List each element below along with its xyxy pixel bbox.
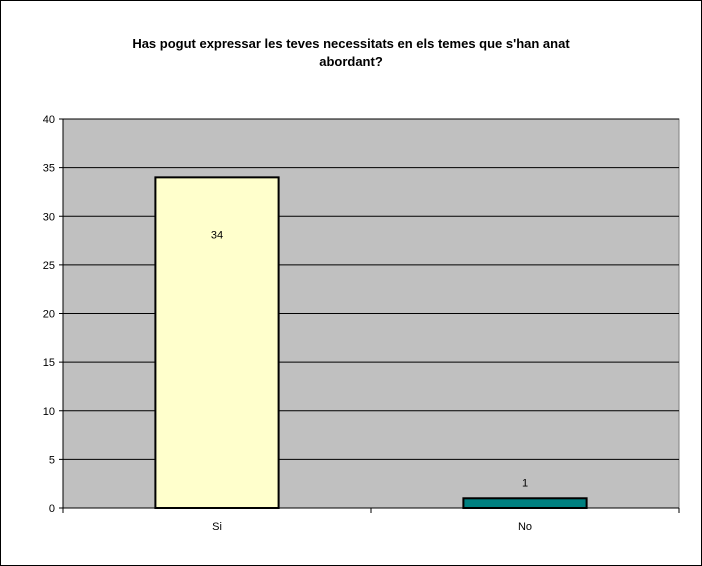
chart-title-line-2: abordant? (319, 54, 383, 69)
x-tick-label-no: No (518, 521, 532, 533)
data-label-no: 1 (522, 477, 528, 489)
bar-si (154, 176, 280, 509)
data-labels: 34 1 (211, 229, 528, 489)
y-tick-label-40: 40 (43, 114, 55, 126)
x-tick-label-si: Si (212, 521, 222, 533)
y-tick-label-30: 30 (43, 211, 55, 223)
bars (154, 176, 588, 509)
chart-title: Has pogut expressar les teves necessitat… (1, 35, 701, 71)
data-label-si: 34 (211, 229, 223, 241)
x-axis: Si No (62, 507, 680, 533)
y-tick-label-0: 0 (49, 503, 55, 515)
bar-no (462, 497, 588, 509)
y-tick-label-25: 25 (43, 260, 55, 272)
y-tick-label-10: 10 (43, 406, 55, 418)
y-tick-label-15: 15 (43, 357, 55, 369)
y-tick-label-20: 20 (43, 309, 55, 321)
y-tick-label-5: 5 (49, 454, 55, 466)
y-tick-label-35: 35 (43, 163, 55, 175)
y-axis: 0 5 10 15 20 25 30 35 40 (43, 114, 64, 515)
chart-title-line-1: Has pogut expressar les teves necessitat… (132, 36, 570, 51)
